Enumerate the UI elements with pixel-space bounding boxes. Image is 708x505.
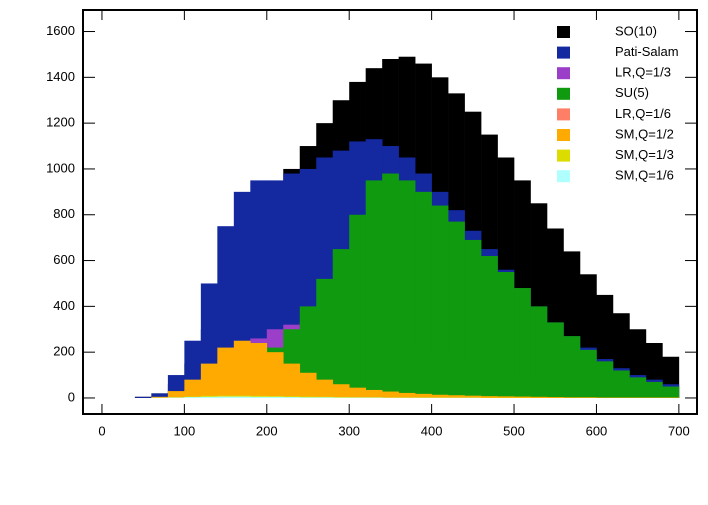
- histogram-bar: [234, 341, 251, 398]
- histogram-bar: [283, 364, 300, 398]
- legend-swatch: [557, 26, 570, 38]
- x-tick-label: 400: [421, 423, 443, 438]
- legend-swatch: [557, 67, 570, 79]
- histogram-bar: [333, 384, 350, 398]
- histogram-bar: [629, 377, 646, 398]
- y-tick-label: 1400: [46, 69, 75, 84]
- histogram-bar: [283, 397, 300, 398]
- histogram-bar: [382, 174, 399, 398]
- legend-swatch: [557, 150, 570, 162]
- histogram-bar: [580, 397, 597, 398]
- legend-swatch: [557, 129, 570, 141]
- x-tick-label: 300: [338, 423, 360, 438]
- histogram-bar: [547, 397, 564, 398]
- histogram-bar: [300, 397, 317, 398]
- histogram-bar: [333, 249, 350, 398]
- histogram-bar: [432, 395, 449, 398]
- legend-label: SO(10): [615, 23, 657, 38]
- histogram-bar: [135, 397, 152, 398]
- histogram-bar: [399, 393, 416, 398]
- histogram-bar: [596, 361, 613, 398]
- histogram-bar: [415, 192, 432, 398]
- histogram-bar: [481, 256, 498, 398]
- legend-label: LR,Q=1/6: [615, 106, 671, 121]
- histogram-bar: [184, 380, 201, 398]
- legend-label: SM,Q=1/6: [615, 168, 674, 183]
- legend-label: Pati-Salam: [615, 44, 679, 59]
- histogram-bar: [349, 388, 366, 398]
- histogram-bar: [234, 397, 251, 398]
- legend-swatch: [557, 108, 570, 120]
- histogram-bar: [316, 380, 333, 398]
- histogram-bar: [580, 350, 597, 398]
- legend-swatch: [557, 88, 570, 100]
- legend-label: LR,Q=1/3: [615, 65, 671, 80]
- x-tick-label: 100: [174, 423, 196, 438]
- y-tick-label: 400: [53, 298, 75, 313]
- histogram-bar: [646, 382, 663, 398]
- legend-swatch: [557, 170, 570, 182]
- histogram-bar: [399, 180, 416, 398]
- histogram-bar: [415, 394, 432, 398]
- histogram-bar: [465, 240, 482, 398]
- legend-label: SU(5): [615, 85, 649, 100]
- histogram-bar: [300, 373, 317, 398]
- histogram-bar: [366, 180, 383, 398]
- histogram-bar: [448, 222, 465, 398]
- histogram-bar: [448, 395, 465, 398]
- histogram-bar: [316, 397, 333, 398]
- y-tick-label: 1000: [46, 160, 75, 175]
- histogram-bar: [514, 288, 531, 398]
- histogram-bar: [481, 396, 498, 398]
- histogram-bar: [217, 348, 234, 398]
- histogram-bar: [613, 370, 630, 397]
- histogram-bar: [201, 364, 218, 398]
- histogram-bar: [465, 396, 482, 398]
- histogram-bar: [201, 397, 218, 398]
- histogram-bar: [563, 397, 580, 398]
- y-tick-label: 200: [53, 344, 75, 359]
- x-tick-label: 0: [98, 423, 105, 438]
- histogram-bar: [250, 343, 267, 398]
- histogram-bar: [531, 306, 548, 398]
- histogram-bar: [432, 206, 449, 398]
- x-tick-label: 600: [586, 423, 608, 438]
- histogram-bar: [366, 390, 383, 398]
- histogram-bar: [250, 397, 267, 398]
- x-tick-label: 700: [668, 423, 690, 438]
- legend-label: SM,Q=1/3: [615, 147, 674, 162]
- histogram-bar: [217, 397, 234, 398]
- histogram-bar: [498, 272, 515, 398]
- x-tick-label: 500: [503, 423, 525, 438]
- histogram-bar: [349, 215, 366, 398]
- y-tick-label: 1600: [46, 23, 75, 38]
- histogram-bar: [382, 392, 399, 398]
- histogram-bar: [168, 391, 185, 398]
- histogram-bar: [662, 387, 679, 398]
- y-tick-label: 600: [53, 252, 75, 267]
- histogram-bar: [498, 396, 515, 398]
- histogram-bar: [267, 397, 284, 398]
- y-tick-label: 0: [68, 389, 75, 404]
- legend-swatch: [557, 47, 570, 59]
- y-tick-label: 1200: [46, 115, 75, 130]
- histogram-bar: [184, 397, 201, 398]
- histogram-bar: [563, 336, 580, 398]
- y-tick-label: 800: [53, 206, 75, 221]
- legend-label: SM,Q=1/2: [615, 126, 674, 141]
- x-tick-label: 200: [256, 423, 278, 438]
- histogram-bar: [267, 352, 284, 398]
- histogram-bar: [531, 397, 548, 398]
- histogram-bar: [547, 322, 564, 398]
